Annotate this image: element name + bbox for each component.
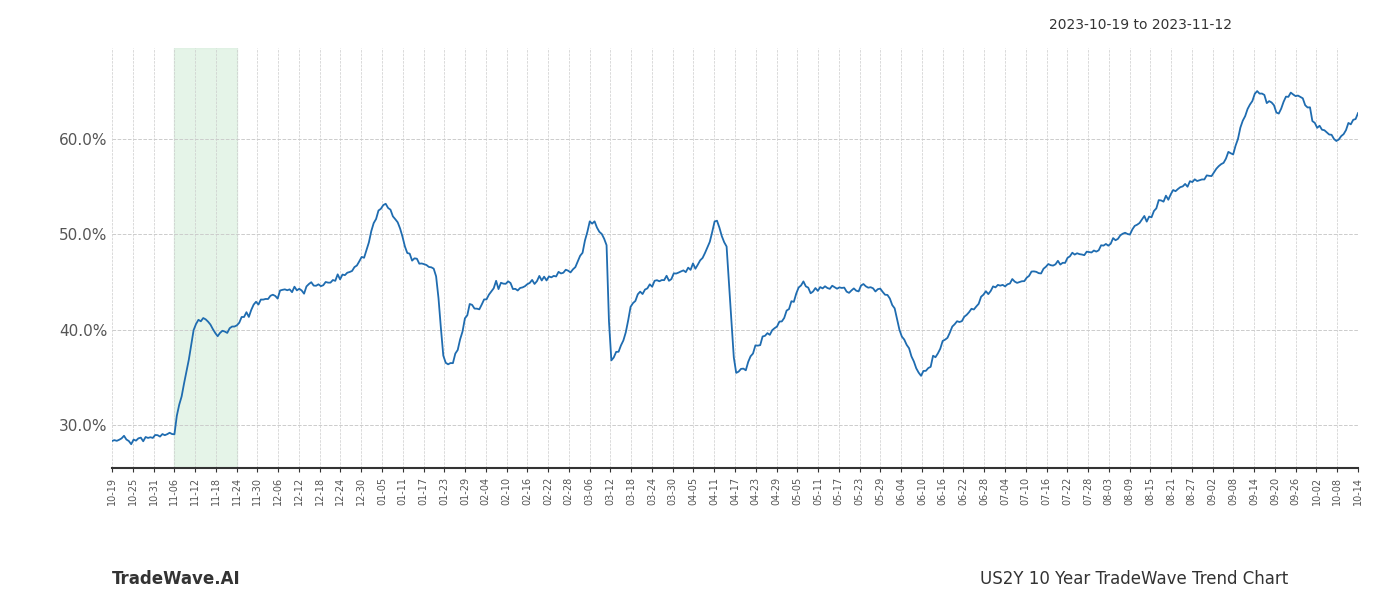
Text: US2Y 10 Year TradeWave Trend Chart: US2Y 10 Year TradeWave Trend Chart	[980, 570, 1288, 588]
Text: TradeWave.AI: TradeWave.AI	[112, 570, 241, 588]
Bar	[175, 48, 237, 468]
Text: 2023-10-19 to 2023-11-12: 2023-10-19 to 2023-11-12	[1049, 18, 1232, 32]
